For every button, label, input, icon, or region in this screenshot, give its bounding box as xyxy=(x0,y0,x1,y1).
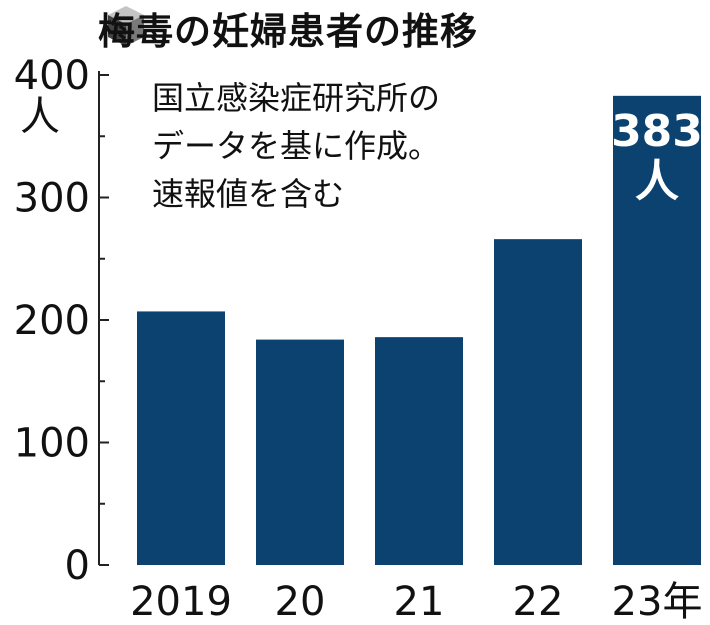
chart-title: 梅毒の妊婦患者の推移 xyxy=(98,10,478,53)
source-note-line: データを基に作成。 xyxy=(152,127,441,165)
cube-icon xyxy=(108,6,144,46)
bar xyxy=(613,95,701,565)
data-label-unit: 人 xyxy=(635,156,679,207)
bar xyxy=(256,339,344,565)
y-tick-label: 0 xyxy=(65,543,90,589)
bar xyxy=(494,239,582,565)
y-axis-unit: 人 xyxy=(20,94,60,140)
source-note: 国立感染症研究所の データを基に作成。 速報値を含む xyxy=(152,74,440,218)
source-note-line: 速報値を含む xyxy=(152,175,345,213)
x-tick-label: 23年 xyxy=(612,579,703,625)
x-tick-label: 20 xyxy=(275,579,326,625)
y-tick-label: 100 xyxy=(14,421,90,467)
source-note-line: 国立感染症研究所の xyxy=(152,79,441,117)
x-tick-label: 2019 xyxy=(130,579,232,625)
chart-title-row: 梅毒の妊婦患者の推移 xyxy=(98,0,478,56)
bar xyxy=(137,311,225,565)
x-tick-label: 22 xyxy=(513,579,564,625)
y-tick-label: 300 xyxy=(14,176,90,222)
data-label-value: 383 xyxy=(611,106,703,157)
x-tick-label: 21 xyxy=(394,579,445,625)
y-tick-label: 400 xyxy=(14,53,90,99)
bar xyxy=(375,337,463,565)
y-tick-label: 200 xyxy=(14,298,90,344)
